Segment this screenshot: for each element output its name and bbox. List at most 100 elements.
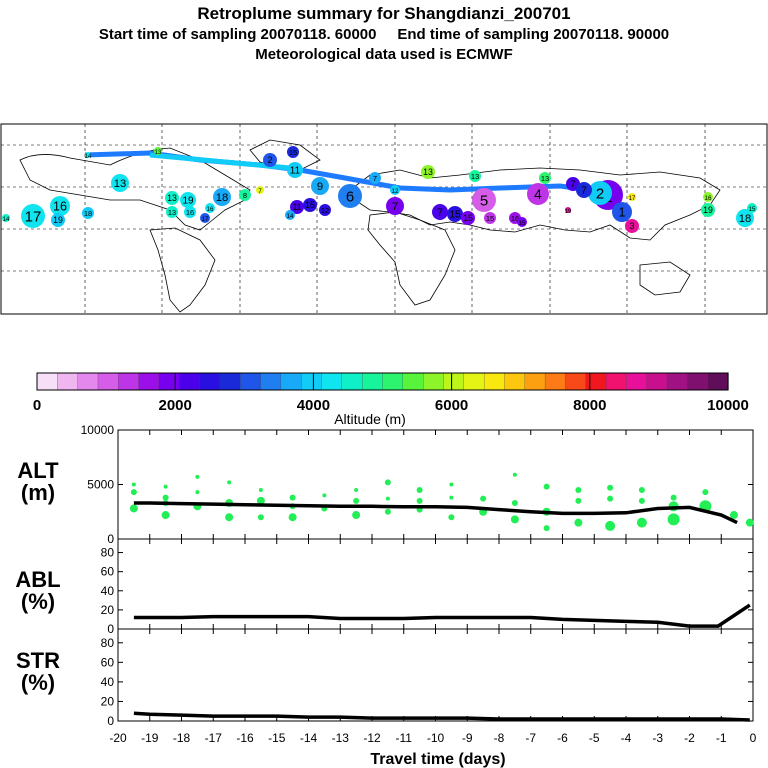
map-cluster-label-37: 18 xyxy=(739,213,752,225)
colorbar-cell-24 xyxy=(524,372,546,391)
alt-scatter-point-56 xyxy=(745,518,754,527)
panel-2-ytick-label-4: 80 xyxy=(101,636,115,650)
alt-scatter-point-31 xyxy=(449,495,454,500)
colorbar-cell-1 xyxy=(57,372,79,391)
alt-scatter-point-47 xyxy=(638,486,645,493)
x-tick-label-14: -6 xyxy=(557,731,568,745)
map-cluster-label-8: 6 xyxy=(346,188,354,205)
alt-scatter-point-53 xyxy=(702,489,709,496)
alt-scatter-point-42 xyxy=(575,497,582,504)
panel-str: 0 20 40 60 80 STR(%) xyxy=(16,628,754,728)
alt-scatter-point-48 xyxy=(638,497,645,504)
colorbar-tick-label-4: 8000 xyxy=(573,397,606,414)
map-cluster-29 xyxy=(111,174,129,192)
colorbar-cell-12 xyxy=(280,372,302,391)
eurasia-outline xyxy=(349,167,721,241)
panel-0-ylabel-line-0: ALT xyxy=(17,458,59,483)
x-tick-label-12: -8 xyxy=(494,731,505,745)
colorbar-cell-33 xyxy=(707,372,729,391)
map-cluster-label-10: 7 xyxy=(392,201,398,213)
colorbar-cell-25 xyxy=(544,372,567,391)
map-cluster-label-23: 13 xyxy=(167,193,177,203)
met-data-label: Meteorological data used is ECMWF xyxy=(255,46,513,63)
alt-scatter-point-35 xyxy=(512,472,517,477)
x-tick-label-7: -13 xyxy=(332,731,350,745)
alt-scatter-point-16 xyxy=(289,494,296,501)
map-cluster-label-51: 19 xyxy=(565,209,572,215)
map-cluster-label-22: 19 xyxy=(182,196,194,207)
map-cluster-label-32: 19 xyxy=(53,215,63,225)
map-coastlines xyxy=(19,139,721,313)
colorbar-cell-14 xyxy=(321,372,343,391)
alt-scatter-point-15 xyxy=(257,514,264,521)
panel-1-ytick-label-3: 60 xyxy=(101,565,115,579)
map-frame xyxy=(0,123,768,315)
alt-scatter-point-0 xyxy=(131,482,136,487)
alt-scatter-point-33 xyxy=(480,495,487,502)
end-time-label: End time of sampling 20070118. 90000 xyxy=(397,26,670,43)
alt-scatter-point-32 xyxy=(448,514,455,521)
panel-0-ytick-label-1: 5000 xyxy=(87,478,114,492)
colorbar-cell-5 xyxy=(138,372,160,391)
colorbar-cell-6 xyxy=(158,372,180,391)
map-cluster-label-11: 7 xyxy=(437,208,443,219)
map-cluster-label-39: 19 xyxy=(703,205,713,215)
chart-title: Retroplume summary for Shangdianzi_20070… xyxy=(197,4,571,23)
colorbar-cell-13 xyxy=(301,372,323,391)
alt-scatter-point-21 xyxy=(354,487,359,492)
alt-scatter-point-50 xyxy=(670,494,677,501)
colorbar-cell-10 xyxy=(240,372,262,391)
map-cluster-31 xyxy=(21,204,45,228)
alt-scatter-point-12 xyxy=(225,513,234,522)
map-clusters: 2213457769771313131121515111218191313161… xyxy=(2,146,757,233)
x-tick-label-5: -15 xyxy=(268,731,286,745)
map-cluster-32 xyxy=(51,213,65,227)
panel-1-ytick-label-0: 0 xyxy=(107,622,114,636)
map-cluster-34 xyxy=(2,214,10,222)
panel-1-ytick-label-2: 40 xyxy=(101,584,115,598)
alt-scatter-point-19 xyxy=(322,493,327,498)
x-axis-label: Travel time (days) xyxy=(370,751,505,768)
map-cluster-label-16: 2 xyxy=(268,155,273,165)
alt-scatter-point-23 xyxy=(352,511,361,520)
map-cluster-27 xyxy=(239,189,251,201)
map-cluster-label-36: 14 xyxy=(85,154,92,160)
panel-2-ytick-label-1: 20 xyxy=(101,694,115,708)
alt-scatter-point-22 xyxy=(353,497,360,504)
panel-2-ylabel-line-1: (%) xyxy=(21,670,55,695)
alt-scatter-point-52 xyxy=(667,513,680,526)
colorbar-cell-19 xyxy=(422,372,445,391)
x-tick-label-8: -12 xyxy=(363,731,381,745)
map-cluster-label-46: 15 xyxy=(519,220,526,227)
map-cluster-20 xyxy=(319,204,331,216)
map-cluster-label-34: 14 xyxy=(3,217,10,223)
panel-1-ylabel-line-1: (%) xyxy=(21,589,55,614)
panel-1-ytick-label-1: 20 xyxy=(101,603,115,617)
map-cluster-12 xyxy=(421,165,435,179)
map-cluster-47 xyxy=(369,172,381,184)
alt-scatter-point-55 xyxy=(729,511,738,520)
alt-scatter-point-18 xyxy=(288,513,297,522)
colorbar-tick-label-3: 6000 xyxy=(435,397,468,414)
map-cluster-36 xyxy=(85,152,91,158)
alt-scatter-point-27 xyxy=(416,486,423,493)
colorbar-cell-26 xyxy=(565,372,587,391)
australia-outline xyxy=(639,261,691,296)
panel-frame-0 xyxy=(117,429,754,540)
map-cluster-label-7: 7 xyxy=(581,186,587,197)
map-cluster-label-43: 15 xyxy=(463,213,473,223)
panel-2-ytick-label-0: 0 xyxy=(107,714,114,728)
map-cluster-38 xyxy=(747,203,757,213)
map-cluster-17 xyxy=(287,146,299,158)
map-cluster-label-25: 16 xyxy=(186,208,194,217)
alt-scatter-point-14 xyxy=(256,496,265,505)
map-cluster-label-48: 12 xyxy=(392,188,399,195)
map-cluster-50 xyxy=(285,210,295,220)
alt-scatter-point-26 xyxy=(384,508,391,515)
x-tick-label-10: -10 xyxy=(427,731,445,745)
map-cluster-label-15: 11 xyxy=(290,166,301,177)
panel-0-ylabel-line-1: (m) xyxy=(21,480,55,505)
colorbar-cells xyxy=(36,372,729,391)
x-axis-tick-labels: -20 -19 -18 -17 -16 -15 -14 -13 -12 -11 -10 -9 -8 -7-… xyxy=(109,731,756,745)
colorbar-cell-32 xyxy=(687,372,709,391)
